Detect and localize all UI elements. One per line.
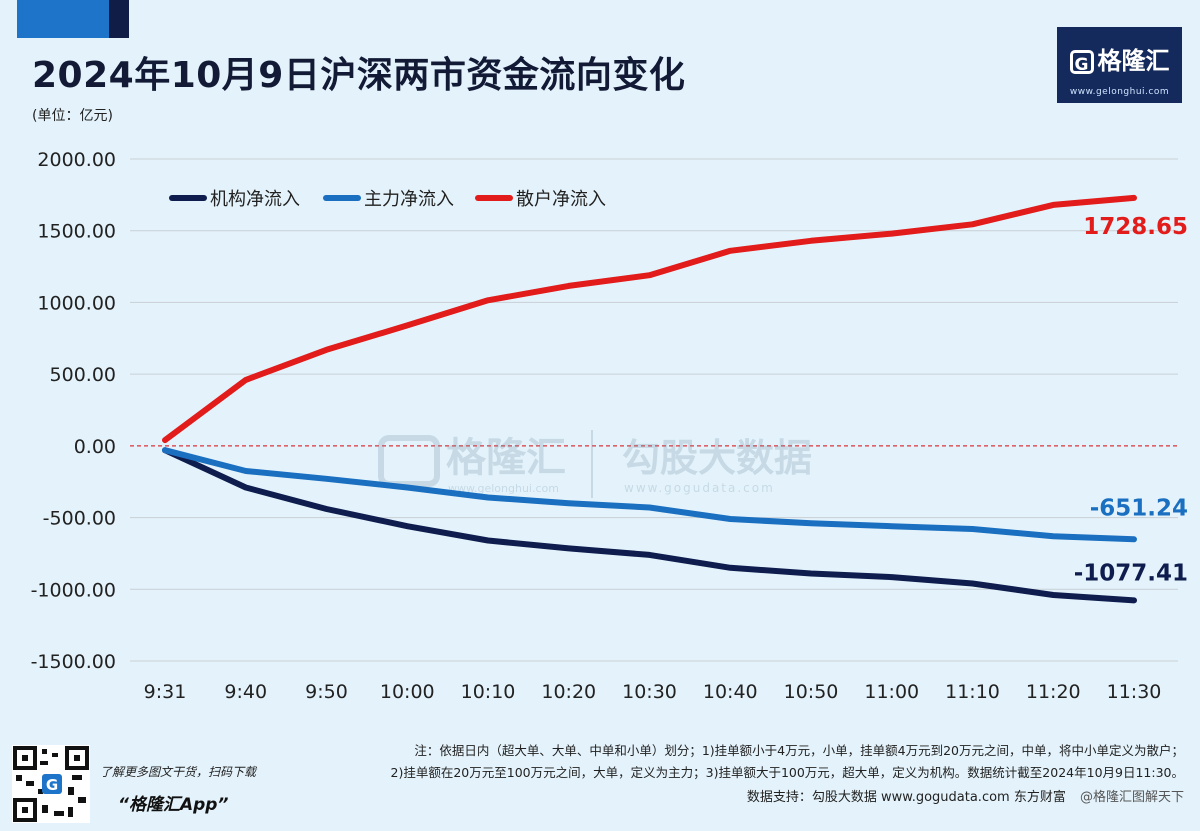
logo-g-icon: G [1069, 50, 1094, 75]
x-tick-label: 10:20 [541, 681, 596, 703]
qr-caption: 了解更多图文干货，扫码下载 [100, 765, 257, 779]
series-line [162, 194, 1137, 444]
x-tick-label: 10:00 [380, 681, 435, 703]
watermark-g-icon [378, 435, 440, 487]
logo-url: www.gelonghui.com [1069, 87, 1170, 97]
line-chart: 格隆汇 www.gelonghui.com 勾股大数据 www.gogudata… [31, 149, 1188, 703]
x-tick-label: 11:20 [1026, 681, 1081, 703]
x-tick-label: 11:00 [864, 681, 919, 703]
footnote-line-1: 注：依据日内（超大单、大单、中单和小单）划分；1)挂单额小于4万元，小单，挂单额… [414, 743, 1184, 758]
x-tick-label: 10:50 [784, 681, 839, 703]
watermark-brand-url: www.gelonghui.com [448, 482, 559, 495]
series-line [162, 447, 1137, 543]
y-tick-label: -1000.00 [31, 579, 116, 601]
watermark-brand: 格隆汇 [446, 435, 566, 481]
page-title: 2024年10月9日沪深两市资金流向变化 [32, 55, 686, 96]
x-tick-label: 9:31 [144, 681, 187, 703]
app-name: “格隆汇App” [118, 795, 229, 815]
qr-code[interactable]: G [12, 745, 90, 823]
end-value-label: -651.24 [1090, 495, 1188, 521]
unit-label: (单位：亿元) [32, 108, 113, 124]
weibo-handle: @格隆汇图解天下 [1079, 790, 1184, 805]
source-line: 数据支持：勾股大数据 www.gogudata.com 东方财富 @格隆汇图解天… [747, 786, 1184, 805]
watermark-partner: 勾股大数据 [622, 436, 812, 480]
y-tick-label: 0.00 [74, 436, 116, 458]
end-value-label: 1728.65 [1083, 214, 1188, 240]
header-accent-blue [17, 0, 109, 38]
y-tick-label: -500.00 [43, 508, 116, 530]
y-tick-label: 500.00 [50, 364, 116, 386]
x-tick-label: 9:40 [224, 681, 267, 703]
legend-label: 主力净流入 [364, 189, 454, 210]
header-accent-navy [109, 0, 129, 38]
end-value-label: -1077.41 [1074, 560, 1188, 586]
x-tick-label: 11:10 [945, 681, 1000, 703]
y-tick-label: 1500.00 [37, 221, 116, 243]
svg-text:G: G [46, 776, 58, 794]
x-tick-label: 9:50 [305, 681, 348, 703]
legend-label: 散户净流入 [516, 189, 606, 210]
y-tick-label: -1500.00 [31, 651, 116, 673]
y-tick-label: 1000.00 [37, 292, 116, 314]
logo-brand-text: 格隆汇 [1097, 47, 1170, 75]
footnote: 注：依据日内（超大单、大单、中单和小单）划分；1)挂单额小于4万元，小单，挂单额… [324, 740, 1184, 784]
brand-logo: G 格隆汇 www.gelonghui.com [1057, 27, 1182, 103]
data-source: 数据支持：勾股大数据 www.gogudata.com 东方财富 [746, 790, 1066, 805]
x-tick-label: 10:10 [461, 681, 516, 703]
watermark-partner-url: www.gogudata.com [624, 481, 775, 495]
x-tick-label: 10:40 [703, 681, 758, 703]
legend-label: 机构净流入 [210, 189, 300, 210]
footnote-line-2: 2)挂单额在20万元至100万元之间，大单，定义为主力；3)挂单额大于100万元… [390, 765, 1184, 780]
y-tick-label: 2000.00 [37, 149, 116, 171]
series-line [162, 447, 1137, 604]
x-tick-label: 11:30 [1107, 681, 1162, 703]
x-tick-label: 10:30 [622, 681, 677, 703]
